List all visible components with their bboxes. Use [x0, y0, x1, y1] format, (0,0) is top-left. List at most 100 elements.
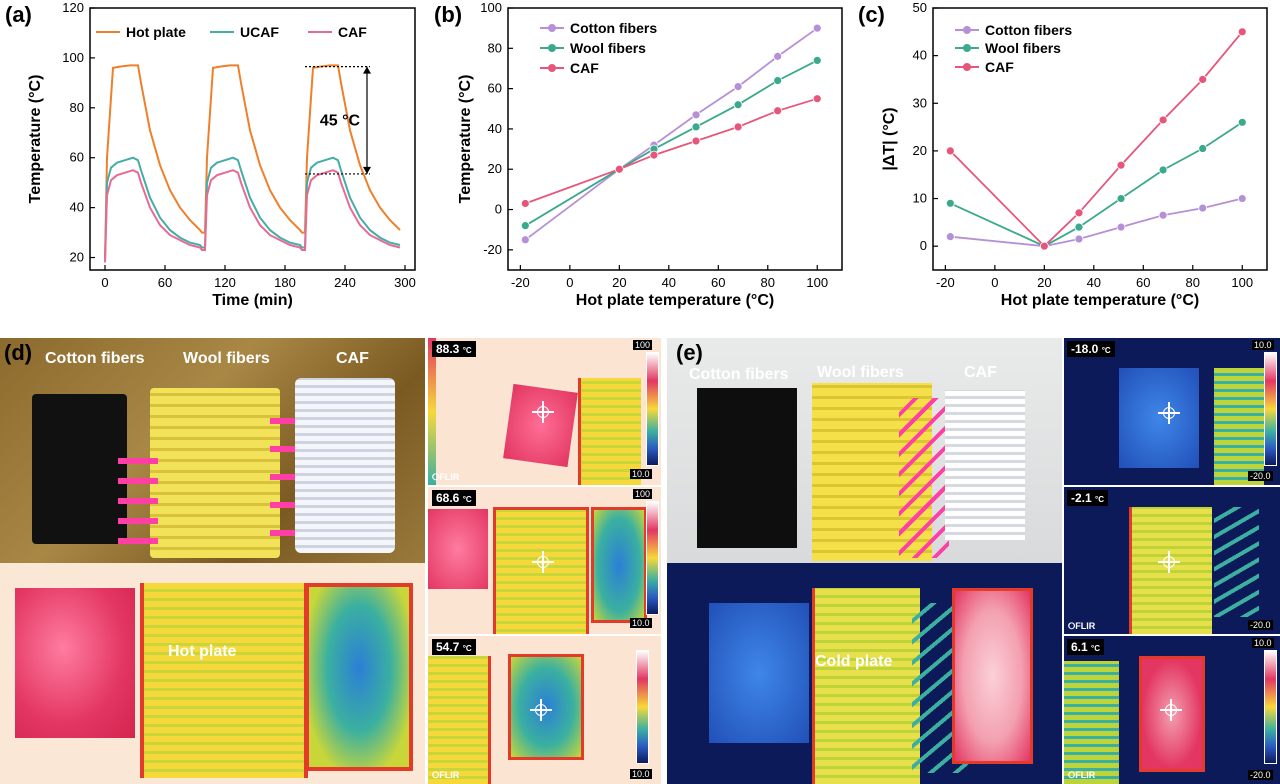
scale-max-d-1: 100	[633, 340, 653, 350]
legend-marker	[963, 44, 971, 52]
legend-marker	[548, 24, 556, 32]
y-tick-label: 20	[488, 161, 502, 176]
data-point	[1237, 27, 1247, 37]
y-tick-label: 50	[913, 0, 927, 15]
panel-label: (a)	[5, 2, 32, 27]
panel-d-label: (d)	[4, 340, 33, 365]
x-tick-label: 80	[1186, 275, 1200, 290]
panel-e-thermal: Cold plate	[667, 563, 1062, 784]
data-point	[614, 164, 624, 174]
thermal-label-cold-plate: Cold plate	[815, 653, 893, 670]
crosshair-icon	[530, 699, 552, 721]
crosshair-icon	[1158, 402, 1180, 424]
x-tick-label: -20	[511, 275, 530, 290]
plot-frame	[932, 7, 1268, 271]
data-point	[691, 136, 701, 146]
legend-label: CAF	[338, 24, 367, 40]
y-tick-label: 0	[920, 238, 927, 253]
data-point	[733, 82, 743, 91]
x-axis-label: Time (min)	[212, 292, 293, 309]
legend-marker	[963, 63, 971, 71]
y-tick-label: -20	[483, 242, 502, 257]
data-point	[733, 122, 743, 132]
thermal-caf	[952, 588, 1033, 764]
scale-min-d-1: 10.0	[630, 469, 652, 479]
thermal-d-2: 68.6 °C 100 10.0	[428, 487, 661, 634]
data-point	[691, 110, 701, 120]
y-tick-label: 20	[913, 143, 927, 158]
thermal-wool	[140, 583, 308, 778]
y-tick-label: 20	[70, 250, 84, 265]
panel-e-label: (e)	[676, 340, 703, 365]
flir-logo-e-2: ⭘FLIR	[1068, 621, 1096, 631]
x-tick-label: 40	[662, 275, 676, 290]
series-line	[104, 156, 401, 261]
data-point	[812, 56, 822, 65]
data-point	[812, 23, 822, 33]
wool-sample	[150, 388, 280, 558]
data-point	[1158, 165, 1168, 175]
data-point	[1074, 234, 1084, 244]
chart-b: (b) -20 0 20 40 60 80 100 -20 0 20 40 60 80 100 Hot pla…	[434, 0, 843, 309]
legend-label: Hot plate	[126, 24, 186, 40]
chart-c: (c) -20 0 20 40 60 80 100 0 10 20 30 40 50 Hot plate t…	[858, 0, 1268, 309]
panel-label: (b)	[434, 2, 462, 27]
y-tick-label: 80	[70, 100, 84, 115]
x-tick-label: 240	[334, 275, 356, 290]
x-tick-label: 180	[274, 275, 296, 290]
wool-pink-threads-left	[118, 458, 158, 558]
y-tick-label: 40	[70, 200, 84, 215]
data-point	[1074, 208, 1084, 218]
thermal-caf	[305, 583, 413, 771]
photo-label-wool: Wool fibers	[817, 364, 904, 381]
legend-marker	[548, 64, 556, 72]
thermal-d-1: 88.3 °C 100 10.0 ⭘FLIR	[428, 338, 661, 485]
x-tick-label: 80	[761, 275, 775, 290]
x-tick-label: 60	[158, 275, 172, 290]
flir-logo-d-1: ⭘FLIR	[432, 472, 460, 482]
data-point	[1116, 194, 1126, 203]
data-point	[773, 76, 783, 85]
thermal-e-1: -18.0 °C 10.0 -20.0	[1064, 338, 1280, 485]
reading-e-2: -2.1 °C	[1067, 490, 1109, 506]
scale-min-e-3: -20.0	[1248, 770, 1273, 780]
data-point	[649, 150, 659, 160]
plot-frame	[507, 7, 843, 271]
scale-min-e-1: -20.0	[1248, 471, 1273, 481]
photo-label-caf: CAF	[964, 364, 997, 381]
reading-d-3: 54.7 °C	[432, 639, 476, 655]
x-tick-label: 20	[612, 275, 626, 290]
data-point	[945, 146, 955, 156]
y-tick-label: 60	[488, 81, 502, 96]
photo-label-cotton: Cotton fibers	[689, 366, 789, 383]
crosshair-icon	[1160, 699, 1182, 721]
x-tick-label: 0	[566, 275, 573, 290]
photo-label-wool: Wool fibers	[183, 350, 270, 367]
data-point	[945, 232, 955, 242]
y-axis-label: Temperature (°C)	[27, 75, 44, 204]
x-axis-label: Hot plate temperature (°C)	[1001, 292, 1199, 309]
data-point	[1158, 115, 1168, 125]
y-tick-label: 60	[70, 150, 84, 165]
reading-e-1: -18.0 °C	[1067, 341, 1115, 357]
x-axis-label: Hot plate temperature (°C)	[576, 292, 774, 309]
series-line	[524, 59, 818, 227]
scale-max-e-1: 10.0	[1252, 340, 1274, 350]
scale-min-e-2: -20.0	[1248, 620, 1273, 630]
thermal-cotton	[15, 588, 135, 738]
x-tick-label: 20	[1037, 275, 1051, 290]
flir-logo-e-3: ⭘FLIR	[1068, 770, 1096, 780]
reading-d-1: 88.3 °C	[432, 341, 476, 357]
crosshair-icon	[532, 401, 554, 423]
cotton-sample	[32, 394, 127, 544]
panel-label: (c)	[858, 2, 885, 27]
data-point	[733, 100, 743, 110]
data-point	[1039, 241, 1049, 251]
y-tick-label: 40	[913, 48, 927, 63]
y-tick-label: 10	[913, 191, 927, 206]
thermal-e-3: 6.1 °C 10.0 -20.0 ⭘FLIR	[1064, 636, 1280, 784]
legend-label: UCAF	[240, 24, 279, 40]
scale-max-d-2: 100	[633, 489, 653, 499]
x-tick-label: -20	[936, 275, 955, 290]
series-line	[949, 121, 1243, 248]
